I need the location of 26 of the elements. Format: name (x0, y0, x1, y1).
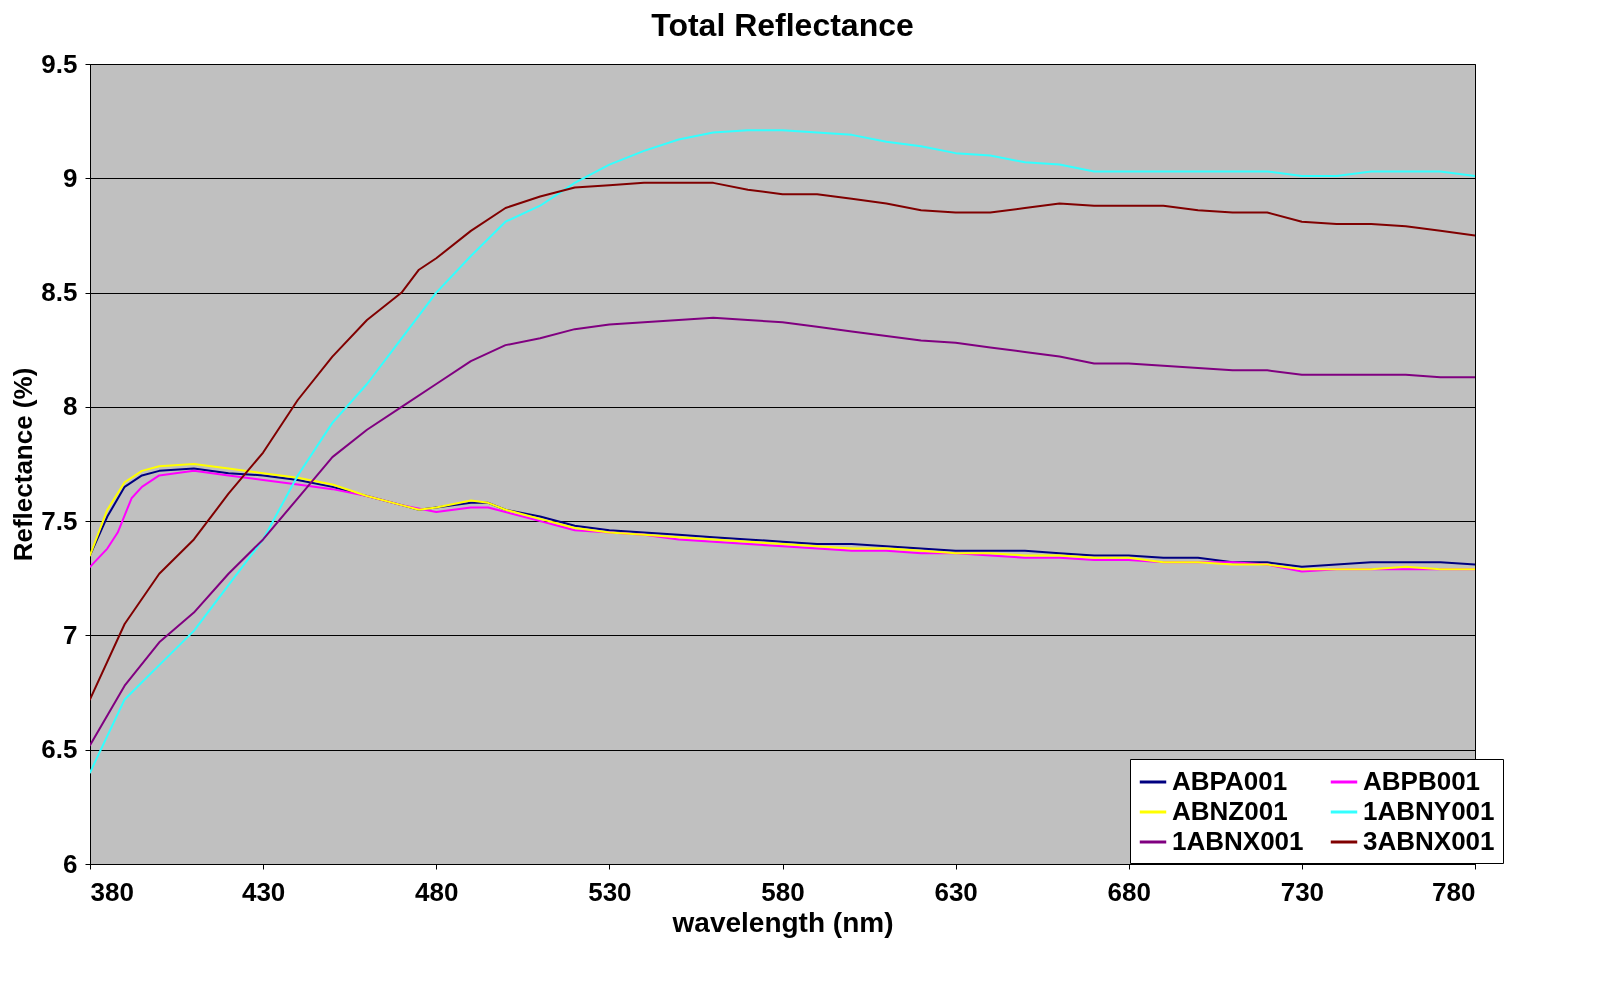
legend-label: 1ABNY001 (1363, 796, 1495, 826)
legend-label: ABPB001 (1363, 766, 1481, 796)
x-tick-label: 430 (241, 876, 286, 907)
y-tick-label: 9.5 (41, 48, 78, 79)
x-axis-title: wavelength (nm) (671, 906, 894, 938)
legend-label: 3ABNX001 (1363, 826, 1495, 856)
y-tick-label: 6 (63, 848, 78, 879)
x-tick-label: 680 (1107, 876, 1151, 907)
y-tick-label: 9 (63, 162, 78, 193)
y-axis-title: Reflectance (%) (8, 367, 39, 562)
legend-label: ABPA001 (1172, 766, 1288, 796)
chart-title: Total Reflectance (651, 7, 914, 43)
legend-label: ABNZ001 (1172, 796, 1288, 826)
y-tick-label: 7.5 (41, 505, 78, 536)
x-tick-label: 530 (588, 876, 632, 907)
y-tick-label: 8.5 (41, 277, 78, 308)
legend-label: 1ABNX001 (1172, 826, 1304, 856)
x-tick-label: 630 (934, 876, 978, 907)
x-tick-label: 730 (1280, 876, 1325, 907)
x-tick-label: 580 (761, 876, 805, 907)
y-tick-label: 7 (63, 619, 78, 650)
x-tick-label: 480 (415, 876, 459, 907)
x-tick-label: 380 (90, 876, 134, 907)
y-tick-label: 6.5 (41, 734, 78, 765)
y-tick-label: 8 (63, 391, 78, 422)
x-tick-label: 780 (1432, 876, 1476, 907)
